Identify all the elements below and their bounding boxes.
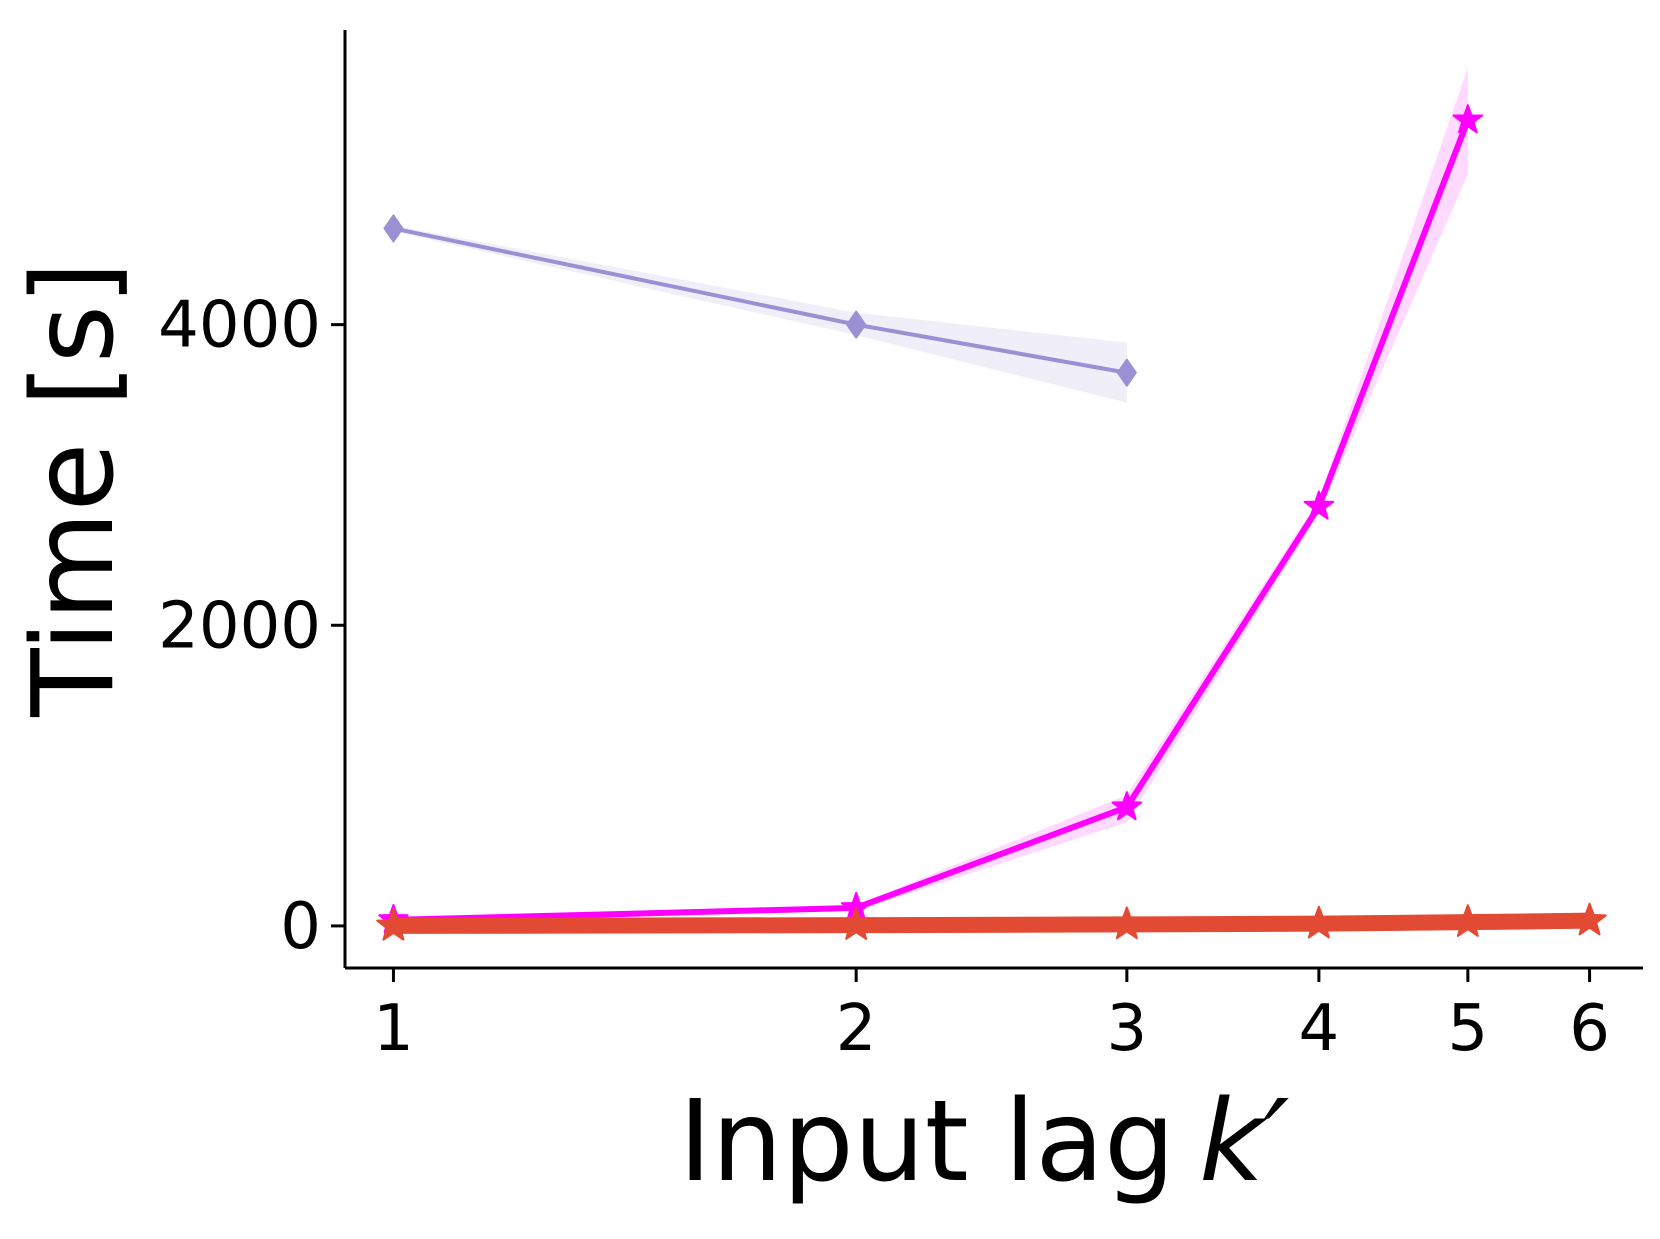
- series-3-point: [1572, 902, 1607, 936]
- series-3: [376, 902, 1607, 941]
- x-axis-label: Input lag k′: [679, 1077, 1290, 1207]
- x-ticks: 1 2 3 4 5 6: [373, 968, 1610, 1066]
- series-1-point: [1116, 358, 1137, 387]
- series-1-point: [383, 214, 404, 243]
- x-tick-label: 2: [836, 992, 877, 1066]
- plot-area: [376, 67, 1607, 941]
- series-1: [383, 214, 1137, 403]
- x-axis-label-symbol: k′: [1199, 1077, 1289, 1207]
- series-2-band: [393, 67, 1468, 922]
- series-2-point: [1303, 490, 1335, 520]
- series-3-line: [385, 912, 1598, 934]
- x-tick-label: 3: [1106, 992, 1147, 1066]
- x-tick-label: 6: [1569, 992, 1610, 1066]
- series-3-point: [1109, 906, 1145, 940]
- x-tick-label: 4: [1299, 992, 1340, 1066]
- series-3-point: [376, 907, 411, 941]
- series-1-point: [846, 310, 867, 339]
- y-axis-label: Time [s]: [9, 261, 139, 717]
- x-tick-label: 5: [1447, 992, 1488, 1066]
- series-2-point: [1111, 791, 1143, 821]
- y-ticks: 0 2000 4000: [158, 289, 345, 964]
- y-tick-label: 0: [280, 890, 321, 964]
- x-axis-label-text: Input lag: [679, 1077, 1175, 1207]
- series-3-point: [1450, 904, 1486, 937]
- x-tick-label: 1: [373, 992, 414, 1066]
- series-1-band: [393, 225, 1127, 403]
- series-2: [378, 67, 1484, 934]
- series-2-point: [1452, 104, 1484, 134]
- y-tick-label: 4000: [158, 289, 321, 363]
- y-tick-label: 2000: [158, 589, 321, 663]
- series-3-point: [1301, 905, 1337, 939]
- series-3-point: [839, 907, 874, 940]
